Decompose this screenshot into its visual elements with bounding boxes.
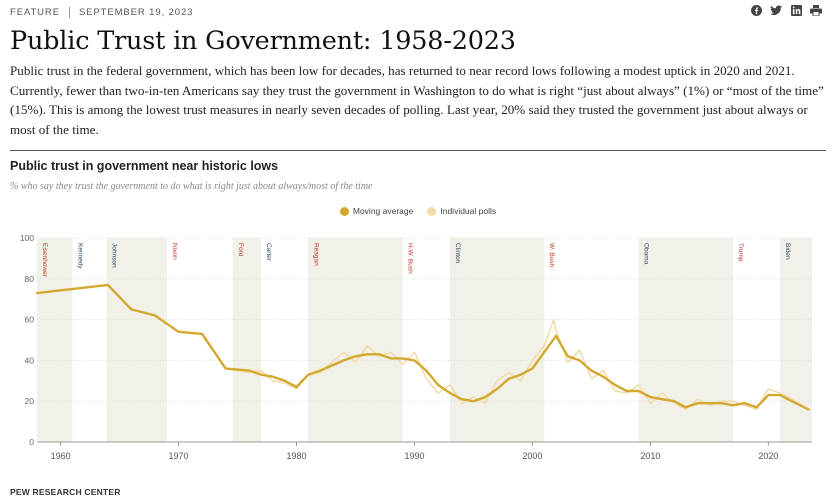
chart-subtitle: % who say they trust the government to d… [10,181,373,192]
page-title: Public Trust in Government: 1958-2023 [10,26,516,56]
president-label: Trump [737,243,744,262]
chart-legend: Moving average Individual polls [0,206,836,216]
meta-divider [68,6,70,18]
president-label: Kennedy [76,243,83,269]
source-credit: PEW RESEARCH CENTER [10,487,121,497]
president-label: Carter [265,243,272,262]
legend-label-moving-average: Moving average [352,206,414,216]
president-label: Clinton [454,243,461,264]
twitter-icon[interactable] [770,4,782,16]
president-band [308,238,403,442]
print-icon[interactable] [810,4,822,16]
y-tick-label: 80 [25,274,35,284]
x-tick-label: 2010 [640,451,660,461]
x-tick-label: 2020 [758,451,778,461]
president-band [638,238,733,442]
legend-moving-average: Moving average [339,206,414,216]
x-tick-label: 1980 [286,451,306,461]
y-tick-label: 60 [25,315,35,325]
president-label: Ford [237,243,244,257]
y-tick-label: 20 [25,396,35,406]
president-label: Reagan [312,243,319,266]
president-band [780,238,812,442]
president-label: Obama [643,243,650,265]
president-label: Biden [784,243,791,260]
president-band [232,238,262,442]
president-label: Eisenhower [41,243,48,278]
facebook-icon[interactable] [750,4,762,16]
section-divider [10,150,826,151]
legend-swatch-individual-polls [427,206,437,216]
x-tick-label: 1990 [404,451,424,461]
president-label: W. Bush [548,243,555,268]
x-tick-label: 2000 [522,451,542,461]
feature-label: FEATURE [10,6,60,18]
y-tick-label: 100 [20,233,34,243]
publish-date: SEPTEMBER 19, 2023 [78,6,194,18]
linkedin-icon[interactable] [790,4,802,16]
article-meta: FEATURE SEPTEMBER 19, 2023 [10,5,193,19]
intro-paragraph: Public trust in the federal government, … [10,63,824,137]
president-label: H.W. Bush [407,243,414,274]
president-label: Johnson [111,243,118,268]
y-tick-label: 40 [25,355,35,365]
share-bar [750,4,822,16]
x-tick-label: 1960 [51,451,71,461]
trust-chart: 0 20 40 60 80 100 1960 1970 1980 1990 2000 2010 2020… [20,233,812,461]
legend-individual-polls: Individual polls [427,206,496,216]
president-band [106,238,167,442]
chart-title: Public trust in government near historic… [10,159,279,173]
legend-swatch-moving-average [339,206,349,216]
series-line-individual-polls [36,284,809,411]
series-line-moving-average [35,283,810,411]
y-tick-label: 0 [29,437,34,447]
legend-label-individual-polls: Individual polls [440,206,497,216]
president-band [449,238,545,442]
president-label: Nixon [171,243,178,260]
president-band [37,238,73,442]
x-tick-label: 1970 [169,451,189,461]
